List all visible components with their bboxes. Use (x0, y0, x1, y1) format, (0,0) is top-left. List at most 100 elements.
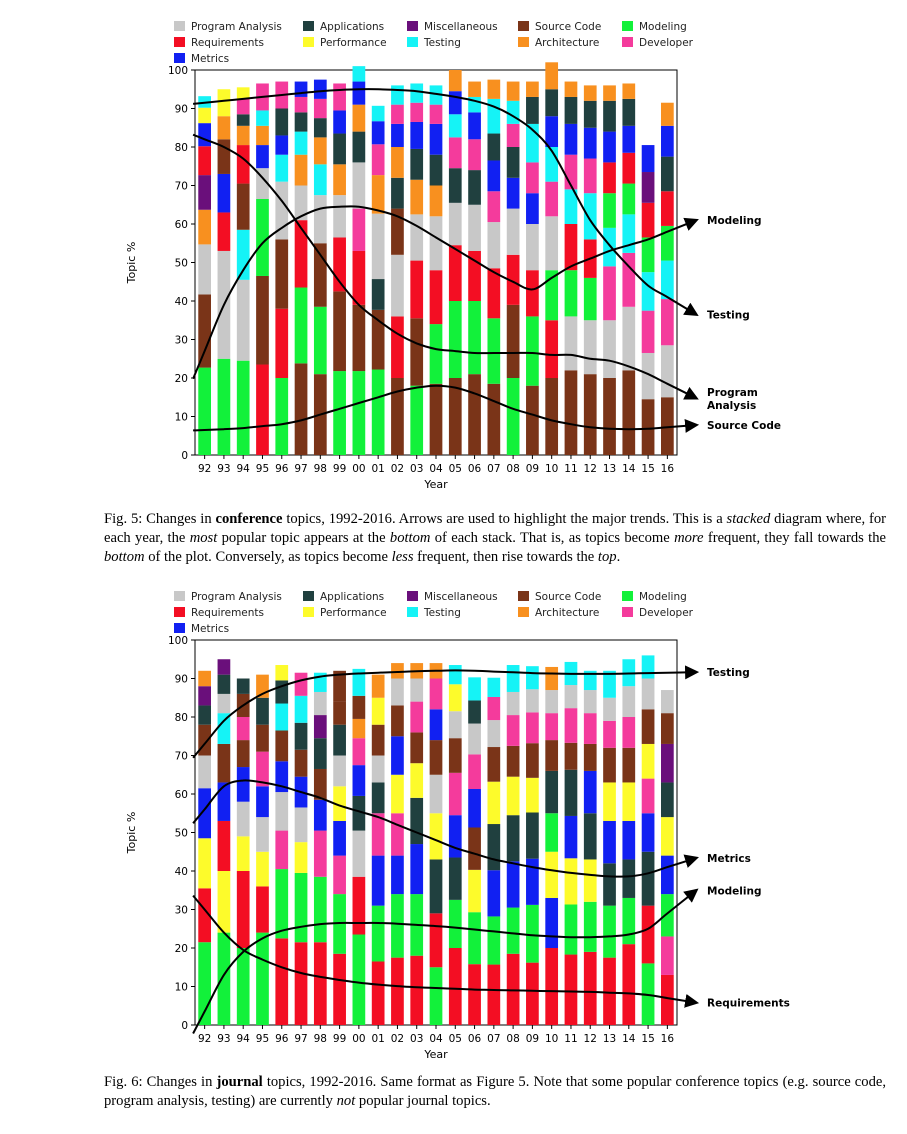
bar-segment-14-metrics (622, 125, 636, 153)
x-tick-label: 08 (506, 1033, 519, 1045)
x-tick-label: 15 (641, 463, 654, 475)
bar-segment-05-program-analysis (448, 711, 462, 739)
stacked-bars (198, 62, 674, 455)
bar-segment-05-developer (448, 137, 462, 169)
bar-segment-93-modeling (217, 358, 231, 455)
bar-segment-09-developer (526, 712, 539, 744)
bar-segment-07-modeling (487, 916, 501, 965)
bar-segment-96-developer (275, 830, 289, 870)
bar-segment-15-program-analysis (641, 352, 655, 400)
bar-segment-04-performance (429, 813, 443, 860)
bar-segment-01-developer (371, 813, 385, 856)
bar-segment-08-testing (506, 665, 520, 692)
bar-segment-95-architecture (256, 125, 269, 146)
figure-5-caption: Fig. 5: Changes in conference topics, 19… (104, 511, 886, 565)
legend-swatch-requirements (174, 607, 185, 617)
bar-segment-12-source-code (583, 743, 597, 771)
bar-segment-97-modeling (294, 872, 308, 943)
bar-segment-09-metrics (526, 858, 539, 905)
bar-segment-05-modeling (448, 899, 462, 949)
bar-segment-16-modeling (661, 894, 674, 937)
x-tick-label: 06 (468, 1033, 482, 1045)
x-tick-label: 12 (584, 1033, 597, 1045)
legend-swatch-testing (407, 37, 418, 47)
bar-segment-09-applications (526, 812, 539, 859)
x-tick-label: 98 (314, 1033, 327, 1045)
trend-arrow-testing (192, 88, 699, 316)
bar-segment-97-program-analysis (294, 807, 308, 843)
bar-segment-13-testing (603, 227, 616, 267)
bar-segment-92-requirements (198, 146, 211, 176)
bar-segment-04-program-analysis (429, 216, 443, 271)
bar-segment-00-developer (352, 738, 366, 766)
bar-segment-01-source-code (371, 309, 385, 370)
trend-label-metrics: Metrics (707, 853, 751, 865)
bar-segment-96-testing (275, 703, 289, 731)
bar-segment-98-testing (313, 164, 327, 196)
bar-segment-03-requirements (410, 955, 424, 1025)
x-tick-label: 07 (487, 463, 500, 475)
bar-segment-11-testing (564, 189, 578, 224)
bar-segment-11-developer (564, 708, 578, 743)
bar-segment-12-metrics (583, 770, 597, 814)
bar-segment-06-metrics (468, 789, 481, 828)
bar-segment-97-requirements (294, 942, 308, 1025)
bar-segment-02-architecture (391, 663, 404, 679)
bar-segment-01-modeling (371, 905, 385, 962)
bar-segment-10-requirements (545, 320, 559, 378)
bar-segment-97-testing (294, 131, 308, 155)
bar-segment-94-program-analysis (236, 801, 250, 837)
bar-segment-05-source-code (448, 738, 462, 773)
bar-segment-15-metrics (641, 145, 655, 173)
bar-segment-15-source-code (641, 399, 655, 455)
bar-segment-07-requirements (487, 268, 501, 319)
bar-segment-07-source-code (487, 747, 501, 782)
x-tick-label: 05 (449, 463, 462, 475)
bar-segment-14-source-code (622, 370, 636, 455)
trend-label-testing: Testing (707, 309, 750, 321)
legend-label-performance: Performance (320, 37, 387, 49)
legend-swatch-source-code (518, 591, 529, 601)
legend-swatch-applications (303, 591, 314, 601)
bar-segment-16-source-code (661, 397, 674, 455)
x-tick-label: 97 (294, 1033, 307, 1045)
bar-segment-98-program-analysis (313, 691, 327, 716)
bar-segment-10-metrics (545, 116, 559, 147)
bar-segment-09-source-code (526, 743, 539, 778)
figure-6-caption: Fig. 6: Changes in journal topics, 1992-… (104, 1074, 886, 1109)
x-tick-label: 13 (603, 1033, 616, 1045)
legend-swatch-source-code (518, 21, 529, 31)
bar-segment-03-performance (410, 763, 424, 798)
bar-segment-92-metrics (198, 123, 211, 147)
bar-segment-07-performance (487, 781, 501, 825)
legend-swatch-applications (303, 21, 314, 31)
bar-segment-01-requirements (371, 961, 385, 1025)
bar-segment-13-program-analysis (603, 320, 616, 378)
x-tick-label: 92 (198, 1033, 211, 1045)
bar-segment-13-source-code (603, 747, 616, 783)
bar-segment-04-metrics (429, 709, 443, 741)
bar-segment-16-performance (661, 817, 674, 856)
bar-segment-10-metrics (545, 897, 559, 948)
legend-label-architecture: Architecture (535, 607, 599, 619)
bar-segment-09-requirements (526, 962, 539, 1025)
legend-label-program-analysis: Program Analysis (191, 21, 282, 33)
bar-segment-00-applications (352, 795, 366, 831)
x-tick-label: 06 (468, 463, 482, 475)
bar-segment-11-performance (564, 858, 578, 905)
bar-segment-94-architecture (236, 125, 250, 146)
bar-segment-95-program-analysis (256, 168, 269, 199)
legend-swatch-miscellaneous (407, 591, 418, 601)
bar-segment-02-program-analysis (391, 678, 404, 706)
bar-segment-99-performance (333, 786, 346, 821)
bar-segment-16-program-analysis (661, 690, 674, 714)
y-tick-label: 10 (175, 982, 188, 994)
x-tick-label: 07 (487, 1033, 500, 1045)
x-tick-label: 03 (410, 1033, 423, 1045)
bar-segment-95-developer (256, 751, 269, 787)
bar-segment-02-requirements (391, 316, 404, 378)
x-axis-label: Year (423, 1048, 448, 1061)
bar-segment-14-modeling (622, 897, 636, 945)
x-tick-label: 16 (661, 463, 675, 475)
bar-segment-03-source-code (410, 318, 424, 386)
